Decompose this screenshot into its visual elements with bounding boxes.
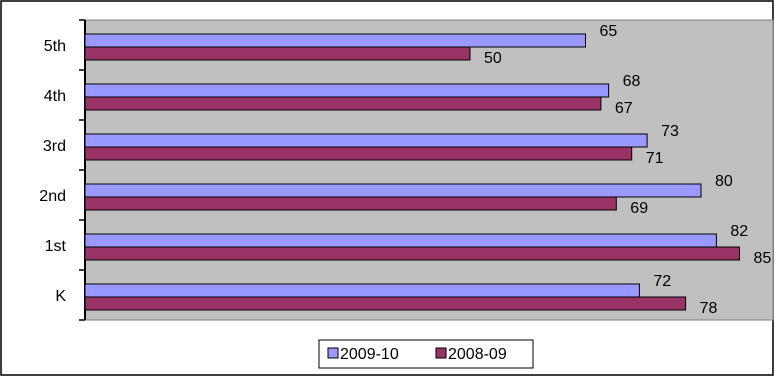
category-label-4th: 4th — [44, 88, 66, 105]
data-label-4th-2008-09: 67 — [615, 100, 633, 117]
bar-4th-2008-09 — [84, 96, 602, 111]
plot-area — [84, 19, 774, 321]
legend: 2009-10 2008-09 — [318, 339, 534, 369]
legend-label-2008-09: 2008-09 — [448, 346, 507, 363]
category-ticks — [79, 19, 85, 321]
bar-1st-2009-10 — [84, 233, 717, 248]
bar-2nd-2008-09 — [84, 196, 617, 211]
legend-swatch-2008-09 — [435, 347, 447, 359]
data-label-1st-2008-09: 85 — [754, 250, 772, 267]
data-label-3rd-2008-09: 71 — [646, 150, 664, 167]
data-label-k-2008-09: 78 — [700, 300, 718, 317]
bar-4th-2009-10 — [84, 83, 610, 98]
bar-k-2009-10 — [84, 283, 640, 298]
legend-label-2009-10: 2009-10 — [340, 346, 399, 363]
category-label-1st: 1st — [45, 238, 67, 255]
legend-swatch-2009-10 — [327, 347, 339, 359]
bar-1st-2008-09 — [84, 246, 740, 261]
data-label-4th-2009-10: 68 — [623, 73, 641, 90]
bar-5th-2009-10 — [84, 33, 586, 48]
category-label-5th: 5th — [44, 38, 66, 55]
data-label-k-2009-10: 72 — [653, 273, 671, 290]
data-label-5th-2009-10: 65 — [600, 23, 618, 40]
data-label-1st-2009-10: 82 — [730, 223, 748, 240]
bars — [84, 33, 740, 311]
bar-3rd-2009-10 — [84, 133, 648, 148]
data-label-5th-2008-09: 50 — [484, 50, 502, 67]
category-label-k: K — [55, 288, 66, 305]
legend-box — [318, 339, 534, 369]
bar-3rd-2008-09 — [84, 146, 633, 161]
data-label-3rd-2009-10: 73 — [661, 123, 679, 140]
category-label-3rd: 3rd — [43, 138, 66, 155]
category-labels: 5th 4th 3rd 2nd 1st K — [39, 38, 66, 305]
data-label-2nd-2008-09: 69 — [630, 200, 648, 217]
bar-2nd-2009-10 — [84, 183, 702, 198]
category-label-2nd: 2nd — [39, 188, 66, 205]
bar-5th-2008-09 — [84, 46, 471, 61]
data-label-2nd-2009-10: 80 — [715, 173, 733, 190]
data-labels: 65 50 68 67 73 71 80 69 82 85 72 78 — [484, 23, 771, 317]
bar-k-2008-09 — [84, 296, 687, 311]
